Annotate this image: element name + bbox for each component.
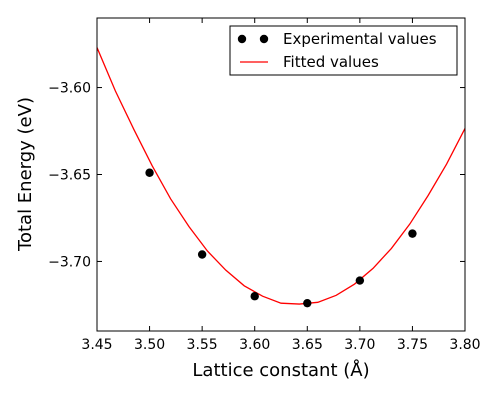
x-tick-label: 3.80 — [449, 337, 480, 353]
x-tick-label: 3.45 — [81, 337, 112, 353]
x-tick-label: 3.75 — [397, 337, 428, 353]
data-point — [250, 292, 259, 301]
y-tick-label: −3.60 — [48, 81, 91, 97]
data-point — [355, 276, 365, 285]
data-point — [408, 229, 417, 238]
x-tick-label: 3.60 — [239, 337, 270, 353]
x-axis-label: Lattice constant (Å) — [192, 359, 369, 381]
y-tick-label: −3.70 — [48, 254, 91, 270]
x-tick-label: 3.55 — [187, 337, 218, 353]
x-tick-label: 3.70 — [344, 337, 375, 353]
legend-marker-experimental-right — [259, 34, 269, 44]
data-point — [145, 168, 154, 177]
legend: Experimental values Fitted values — [229, 25, 458, 76]
y-tick-label: −3.65 — [48, 168, 91, 184]
fitted-curve — [97, 47, 465, 305]
y-axis-label: Total Energy (eV) — [15, 97, 36, 252]
legend-label-fitted: Fitted values — [283, 53, 379, 71]
data-point — [303, 298, 312, 308]
x-tick-label: 3.50 — [134, 337, 165, 353]
data-point — [197, 250, 207, 259]
legend-marker-experimental-left — [237, 34, 247, 44]
legend-label-experimental: Experimental values — [283, 30, 437, 48]
x-tick-label: 3.65 — [292, 337, 323, 353]
legend-box — [229, 25, 458, 76]
